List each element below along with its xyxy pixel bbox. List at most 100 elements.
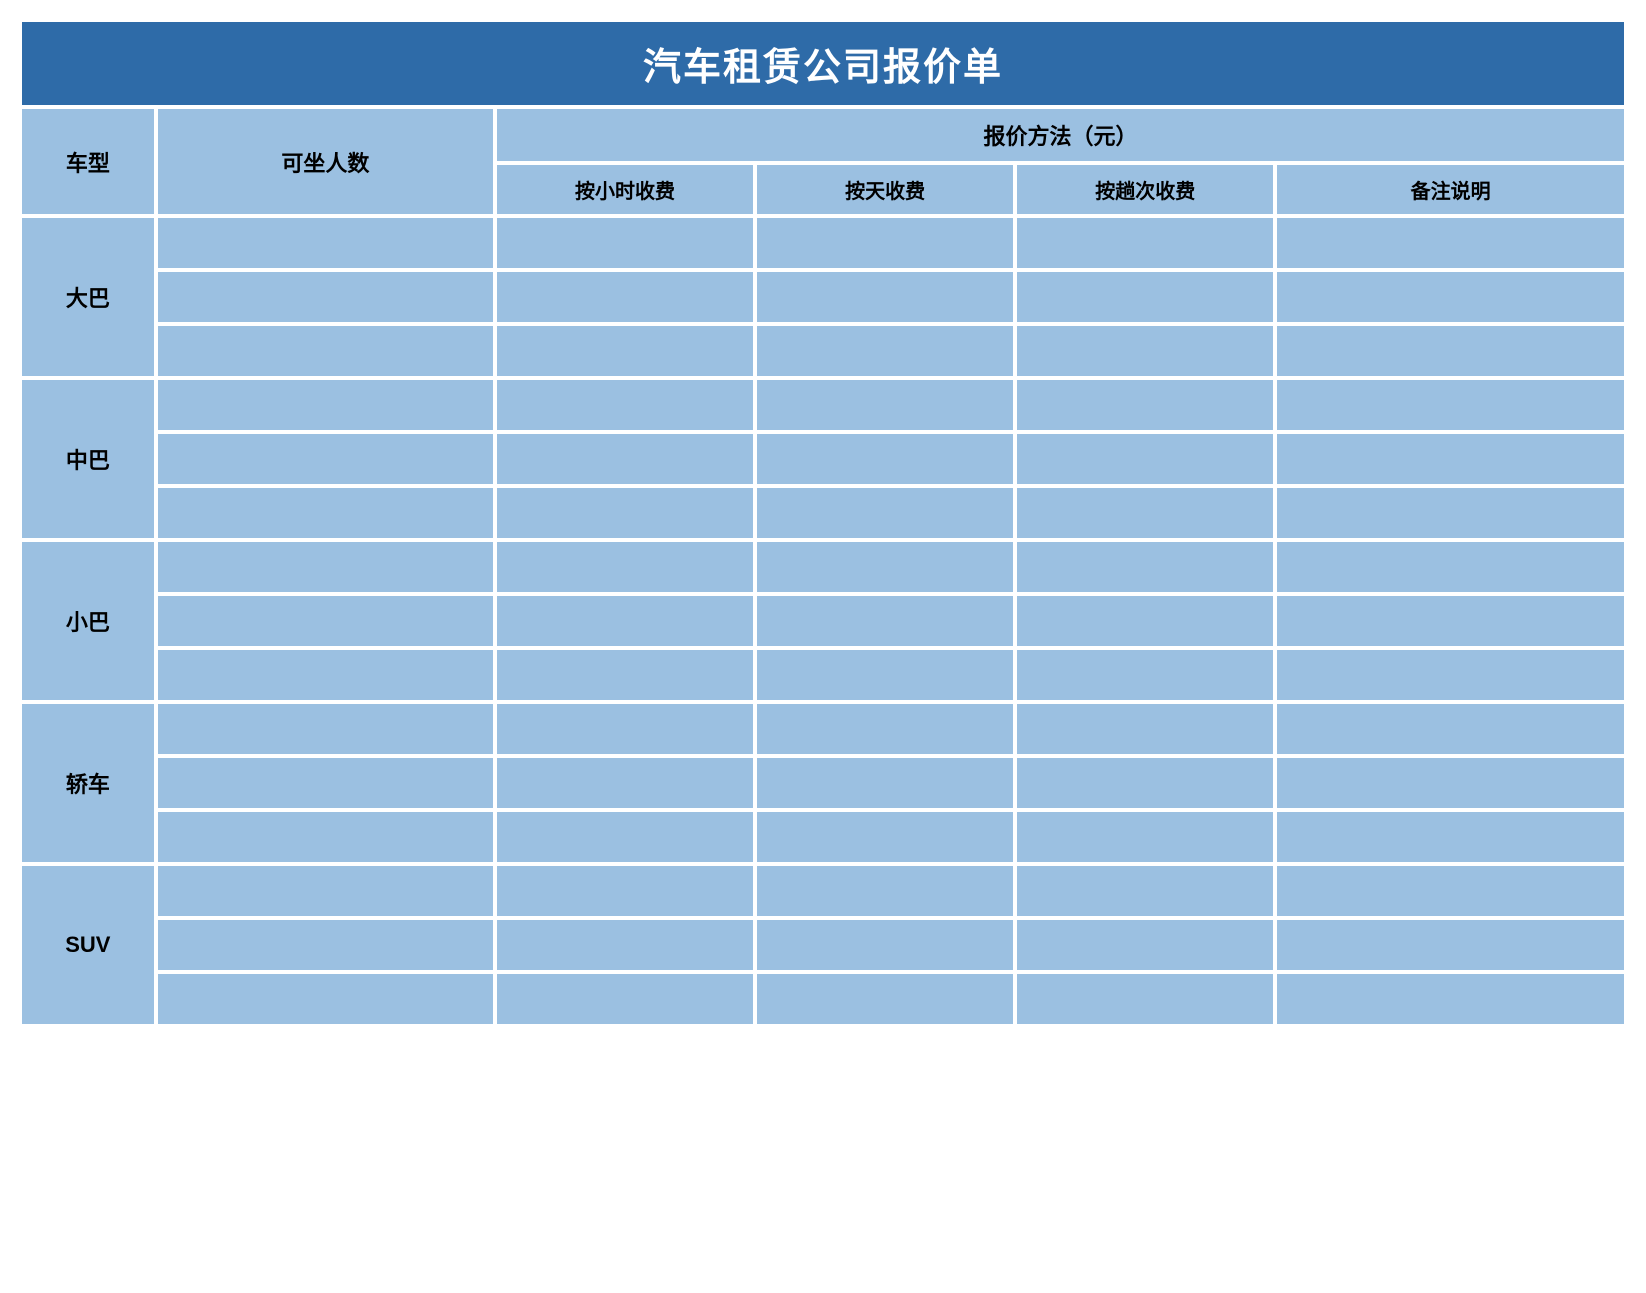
hour-price-cell <box>495 972 755 1026</box>
table-row <box>20 324 1626 378</box>
trip-price-cell <box>1015 216 1275 270</box>
trip-price-cell <box>1015 972 1275 1026</box>
hour-price-cell <box>495 648 755 702</box>
day-price-cell <box>755 540 1015 594</box>
day-price-cell <box>755 378 1015 432</box>
header-seating: 可坐人数 <box>156 107 495 216</box>
remarks-cell <box>1275 594 1626 648</box>
trip-price-cell <box>1015 270 1275 324</box>
header-pricing-method: 报价方法（元） <box>495 107 1626 163</box>
remarks-cell <box>1275 756 1626 810</box>
remarks-cell <box>1275 702 1626 756</box>
day-price-cell <box>755 972 1015 1026</box>
hour-price-cell <box>495 702 755 756</box>
table-row: 轿车 <box>20 702 1626 756</box>
seats-cell <box>156 918 495 972</box>
remarks-cell <box>1275 378 1626 432</box>
seats-cell <box>156 324 495 378</box>
seats-cell <box>156 756 495 810</box>
day-price-cell <box>755 594 1015 648</box>
hour-price-cell <box>495 324 755 378</box>
remarks-cell <box>1275 972 1626 1026</box>
trip-price-cell <box>1015 486 1275 540</box>
vehicle-type-cell: 小巴 <box>20 540 156 702</box>
day-price-cell <box>755 216 1015 270</box>
seats-cell <box>156 810 495 864</box>
seats-cell <box>156 540 495 594</box>
remarks-cell <box>1275 432 1626 486</box>
table-row: 小巴 <box>20 540 1626 594</box>
table-row <box>20 594 1626 648</box>
day-price-cell <box>755 756 1015 810</box>
day-price-cell <box>755 702 1015 756</box>
hour-price-cell <box>495 756 755 810</box>
seats-cell <box>156 864 495 918</box>
remarks-cell <box>1275 540 1626 594</box>
header-by-day: 按天收费 <box>755 163 1015 216</box>
trip-price-cell <box>1015 702 1275 756</box>
remarks-cell <box>1275 864 1626 918</box>
trip-price-cell <box>1015 918 1275 972</box>
seats-cell <box>156 378 495 432</box>
remarks-cell <box>1275 324 1626 378</box>
table-row <box>20 756 1626 810</box>
trip-price-cell <box>1015 648 1275 702</box>
seats-cell <box>156 648 495 702</box>
table-row <box>20 270 1626 324</box>
trip-price-cell <box>1015 594 1275 648</box>
day-price-cell <box>755 324 1015 378</box>
hour-price-cell <box>495 378 755 432</box>
hour-price-cell <box>495 864 755 918</box>
table-row <box>20 432 1626 486</box>
seats-cell <box>156 432 495 486</box>
remarks-cell <box>1275 810 1626 864</box>
trip-price-cell <box>1015 432 1275 486</box>
hour-price-cell <box>495 270 755 324</box>
table-row <box>20 810 1626 864</box>
remarks-cell <box>1275 648 1626 702</box>
seats-cell <box>156 270 495 324</box>
hour-price-cell <box>495 594 755 648</box>
vehicle-type-cell: 中巴 <box>20 378 156 540</box>
trip-price-cell <box>1015 864 1275 918</box>
header-by-hour: 按小时收费 <box>495 163 755 216</box>
vehicle-type-cell: 大巴 <box>20 216 156 378</box>
trip-price-cell <box>1015 324 1275 378</box>
remarks-cell <box>1275 216 1626 270</box>
vehicle-type-cell: 轿车 <box>20 702 156 864</box>
table-row: 中巴 <box>20 378 1626 432</box>
quotation-table: 车型 可坐人数 报价方法（元） 按小时收费 按天收费 按趟次收费 备注说明 大巴… <box>20 107 1626 1026</box>
day-price-cell <box>755 918 1015 972</box>
seats-cell <box>156 594 495 648</box>
table-row <box>20 918 1626 972</box>
trip-price-cell <box>1015 378 1275 432</box>
remarks-cell <box>1275 918 1626 972</box>
page-title: 汽车租赁公司报价单 <box>20 20 1626 107</box>
quotation-container: 汽车租赁公司报价单 车型 可坐人数 报价方法（元） 按小时收费 按天收费 按趟次… <box>20 20 1626 1026</box>
seats-cell <box>156 702 495 756</box>
hour-price-cell <box>495 918 755 972</box>
trip-price-cell <box>1015 540 1275 594</box>
hour-price-cell <box>495 486 755 540</box>
seats-cell <box>156 972 495 1026</box>
day-price-cell <box>755 270 1015 324</box>
hour-price-cell <box>495 540 755 594</box>
seats-cell <box>156 486 495 540</box>
day-price-cell <box>755 648 1015 702</box>
table-row: SUV <box>20 864 1626 918</box>
vehicle-type-cell: SUV <box>20 864 156 1026</box>
trip-price-cell <box>1015 756 1275 810</box>
header-remarks: 备注说明 <box>1275 163 1626 216</box>
day-price-cell <box>755 864 1015 918</box>
header-vehicle-type: 车型 <box>20 107 156 216</box>
remarks-cell <box>1275 486 1626 540</box>
seats-cell <box>156 216 495 270</box>
table-row: 大巴 <box>20 216 1626 270</box>
remarks-cell <box>1275 270 1626 324</box>
trip-price-cell <box>1015 810 1275 864</box>
day-price-cell <box>755 432 1015 486</box>
header-by-trip: 按趟次收费 <box>1015 163 1275 216</box>
hour-price-cell <box>495 432 755 486</box>
table-row <box>20 486 1626 540</box>
table-row <box>20 648 1626 702</box>
